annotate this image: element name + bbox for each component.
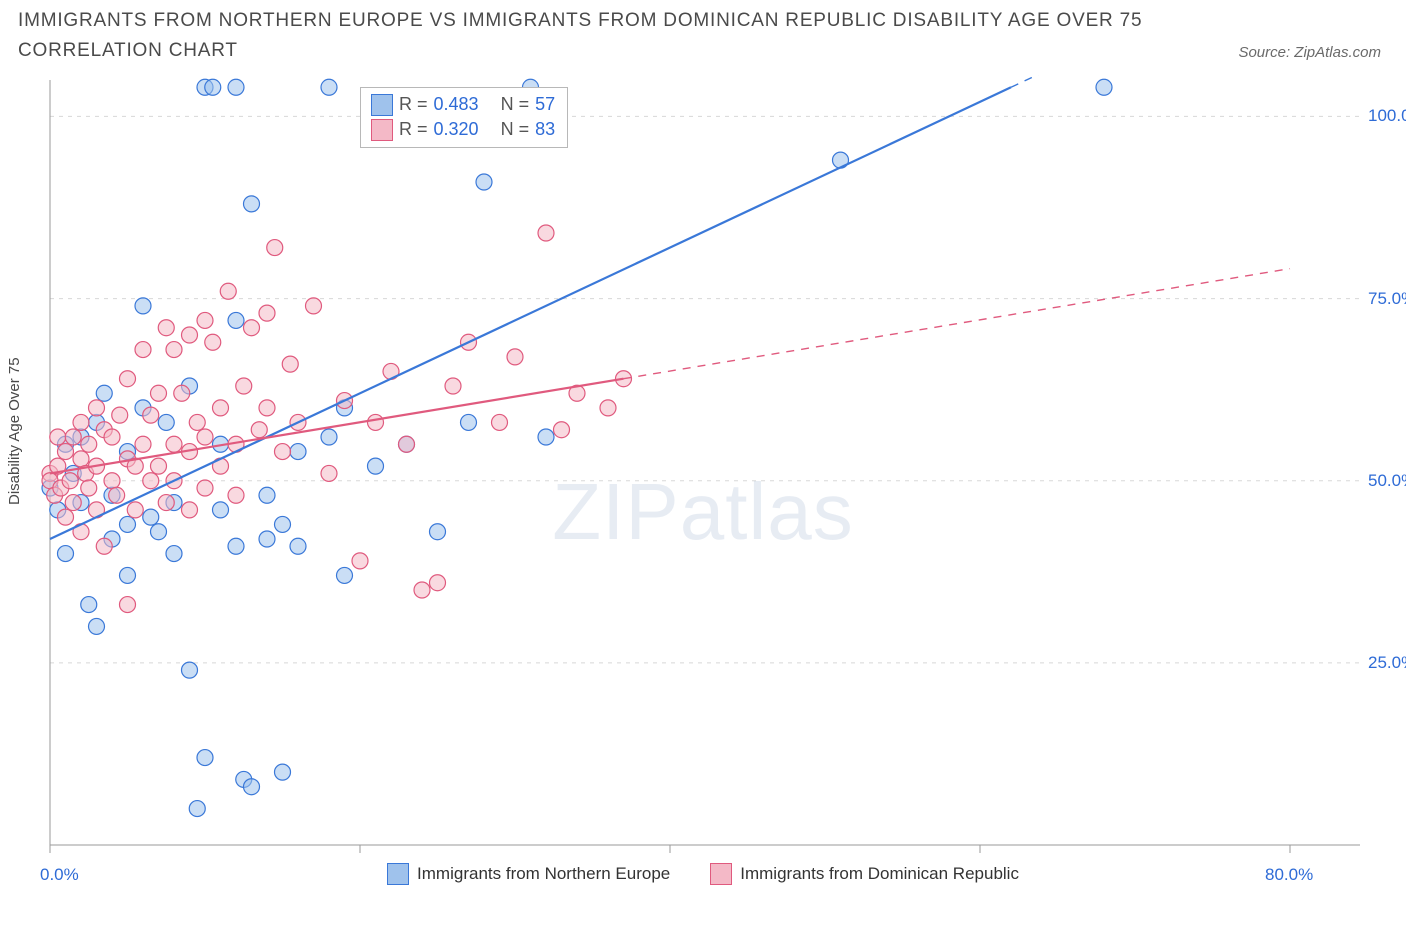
x-tick-label: 80.0% xyxy=(1265,865,1313,885)
r-value-0: 0.483 xyxy=(434,92,479,117)
n-value-0: 57 xyxy=(535,92,555,117)
r-label: R = xyxy=(399,92,428,117)
r-value-1: 0.320 xyxy=(434,117,479,142)
y-axis-title: Disability Age Over 75 xyxy=(6,357,23,505)
y-tick-label: 25.0% xyxy=(1368,653,1406,673)
legend-item-0: Immigrants from Northern Europe xyxy=(387,863,670,885)
legend-label-1: Immigrants from Dominican Republic xyxy=(740,864,1019,884)
stats-row-1: R = 0.320 N = 83 xyxy=(371,117,555,142)
stats-row-0: R = 0.483 N = 57 xyxy=(371,92,555,117)
legend-swatch-1 xyxy=(371,119,393,141)
legend-swatch-0b xyxy=(387,863,409,885)
legend-swatch-0 xyxy=(371,94,393,116)
x-tick-label: 0.0% xyxy=(40,865,79,885)
n-value-1: 83 xyxy=(535,117,555,142)
scatter-plot xyxy=(0,75,1406,885)
y-tick-label: 50.0% xyxy=(1368,471,1406,491)
n-label: N = xyxy=(501,117,530,142)
source-label: Source: ZipAtlas.com xyxy=(1238,44,1381,61)
legend-item-1: Immigrants from Dominican Republic xyxy=(710,863,1019,885)
chart-area: Disability Age Over 75 ZIPatlas R = 0.48… xyxy=(0,75,1406,930)
series-legend: Immigrants from Northern Europe Immigran… xyxy=(0,863,1406,885)
stats-legend: R = 0.483 N = 57 R = 0.320 N = 83 xyxy=(360,87,568,147)
chart-title: IMMIGRANTS FROM NORTHERN EUROPE VS IMMIG… xyxy=(18,6,1206,67)
y-tick-label: 75.0% xyxy=(1368,289,1406,309)
n-label: N = xyxy=(501,92,530,117)
y-tick-label: 100.0% xyxy=(1368,106,1406,126)
legend-label-0: Immigrants from Northern Europe xyxy=(417,864,670,884)
legend-swatch-1b xyxy=(710,863,732,885)
r-label: R = xyxy=(399,117,428,142)
